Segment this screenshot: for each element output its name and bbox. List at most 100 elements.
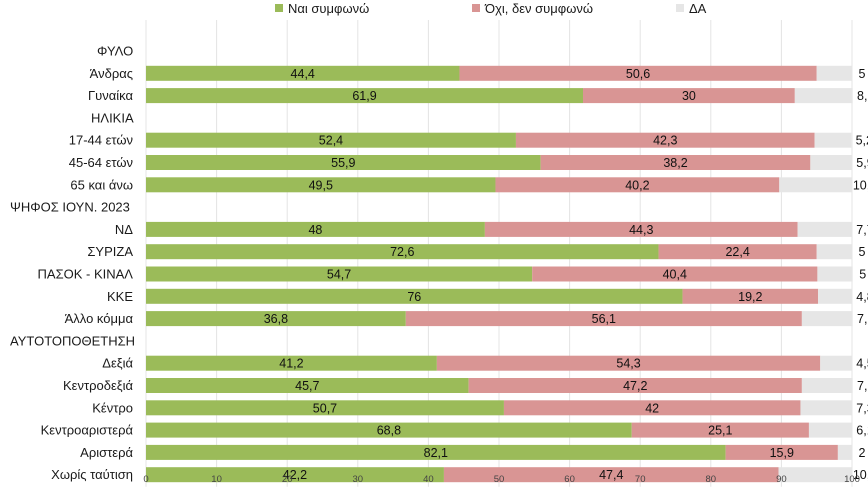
bar-segment <box>146 355 437 371</box>
data-label: 44,3 <box>629 223 653 237</box>
bar-segment <box>146 378 469 393</box>
x-tick-label: 90 <box>776 474 787 485</box>
bar-segment <box>495 177 780 193</box>
bar-segment <box>468 378 802 393</box>
data-label: 41,2 <box>279 357 303 371</box>
x-tick-label: 100 <box>844 474 860 485</box>
category-label: 65 και άνω <box>70 177 133 192</box>
x-tick-label: 80 <box>706 474 717 485</box>
bar-segment <box>146 177 496 193</box>
legend: Ναι συμφωνώ Όχι, δεν συμφωνώ ΔΑ <box>275 1 707 16</box>
category-labels: ΦΥΛΟ Άνδρας Γυναίκα ΗΛΙΚΙΑ 17-44 ετών 45-64 ε… <box>10 44 135 483</box>
category-label: Γυναίκα <box>88 88 134 103</box>
bar-segment <box>801 311 853 327</box>
bar-segment <box>540 155 811 170</box>
data-label: 40,4 <box>663 268 687 282</box>
data-label: 30 <box>682 89 696 103</box>
bar-segment <box>800 400 852 416</box>
data-label: 42 <box>645 401 659 415</box>
data-label: 22,4 <box>725 245 749 259</box>
x-tick-label: 30 <box>353 474 364 485</box>
data-label: 38,2 <box>663 156 687 170</box>
data-label: 2 <box>859 446 866 460</box>
x-axis-ticks: 0 10 20 30 40 50 60 70 80 90 100 <box>143 474 860 485</box>
bar-segment <box>532 266 818 282</box>
data-label: 36,8 <box>264 312 288 326</box>
data-label: 52,4 <box>319 134 343 148</box>
data-label: 7,7 <box>856 223 868 237</box>
data-label: 42,2 <box>283 468 307 482</box>
bar-segment <box>484 221 798 237</box>
x-tick-label: 10 <box>211 474 222 485</box>
bar-segment <box>725 444 838 460</box>
category-label: 45-64 ετών <box>69 155 133 170</box>
bar-segment <box>810 155 852 170</box>
data-label: 5 <box>859 67 866 81</box>
data-label: 5,9 <box>856 156 868 170</box>
data-label: 82,1 <box>424 446 448 460</box>
data-label: 4,5 <box>856 357 868 371</box>
bar-segment <box>146 88 584 104</box>
x-tick-label: 40 <box>423 474 434 485</box>
bar-segment <box>146 422 632 438</box>
legend-label: Ναι συμφωνώ <box>288 1 369 16</box>
data-label: 19,2 <box>738 290 762 304</box>
data-label: 56,1 <box>592 312 616 326</box>
data-label: 6,1 <box>856 424 868 438</box>
bar-segment <box>794 88 853 104</box>
legend-swatch <box>472 4 480 12</box>
data-label: 55,9 <box>331 156 355 170</box>
bar-segment <box>146 65 460 81</box>
bar-segment <box>146 311 406 327</box>
group-label: ΨΗΦΟΣ ΙΟΥΝ. 2023 <box>10 200 130 215</box>
legend-label: Όχι, δεν συμφωνώ <box>484 1 593 16</box>
category-label: Χωρίς ταύτιση <box>51 467 133 482</box>
bar-segment <box>436 355 821 371</box>
data-label: 7,3 <box>856 401 868 415</box>
data-label: 8,2 <box>857 89 868 103</box>
bar-segment <box>583 88 795 104</box>
bar-segment <box>405 311 802 327</box>
data-label: 45,7 <box>295 379 319 393</box>
category-label: Κεντροαριστερά <box>41 423 134 438</box>
category-label: ΠΑΣΟΚ - ΚΙΝΑΛ <box>38 267 134 282</box>
data-label: 7,2 <box>857 379 868 393</box>
data-label: 61,9 <box>352 89 376 103</box>
bar-segment <box>146 221 485 237</box>
bar-segment <box>146 155 541 170</box>
bar-segment <box>808 422 852 438</box>
data-label: 76 <box>407 290 421 304</box>
bar-segment <box>146 400 504 416</box>
bar-segment <box>682 288 819 304</box>
data-label: 42,3 <box>653 134 677 148</box>
bar-segment <box>443 467 779 483</box>
data-label: 44,4 <box>291 67 315 81</box>
data-label: 50,7 <box>313 401 337 415</box>
bar-segment <box>515 132 815 148</box>
x-tick-label: 70 <box>635 474 646 485</box>
x-tick-label: 20 <box>282 474 293 485</box>
data-label: 72,6 <box>390 245 414 259</box>
data-label: 47,2 <box>623 379 647 393</box>
x-tick-label: 50 <box>494 474 505 485</box>
data-label: 49,5 <box>309 178 333 192</box>
bar-segment <box>459 65 817 81</box>
bar-segment <box>146 244 659 260</box>
bar-segment <box>820 355 852 371</box>
group-label: ΗΛΙΚΙΑ <box>91 110 134 125</box>
x-tick-label: 60 <box>564 474 575 485</box>
category-label: Κεντροδεξιά <box>63 378 133 393</box>
bar-segment <box>631 422 809 438</box>
data-label: 15,9 <box>770 446 794 460</box>
bar-segment <box>816 244 852 260</box>
bar-segment <box>503 400 801 416</box>
legend-label: ΔΑ <box>689 1 707 16</box>
data-label: 4,8 <box>856 290 868 304</box>
bar-segment <box>146 266 533 282</box>
bar-segment <box>797 221 852 237</box>
data-label: 68,8 <box>377 424 401 438</box>
data-label: 7,2 <box>857 312 868 326</box>
data-label: 54,7 <box>327 268 351 282</box>
category-label: Άνδρας <box>90 66 133 81</box>
